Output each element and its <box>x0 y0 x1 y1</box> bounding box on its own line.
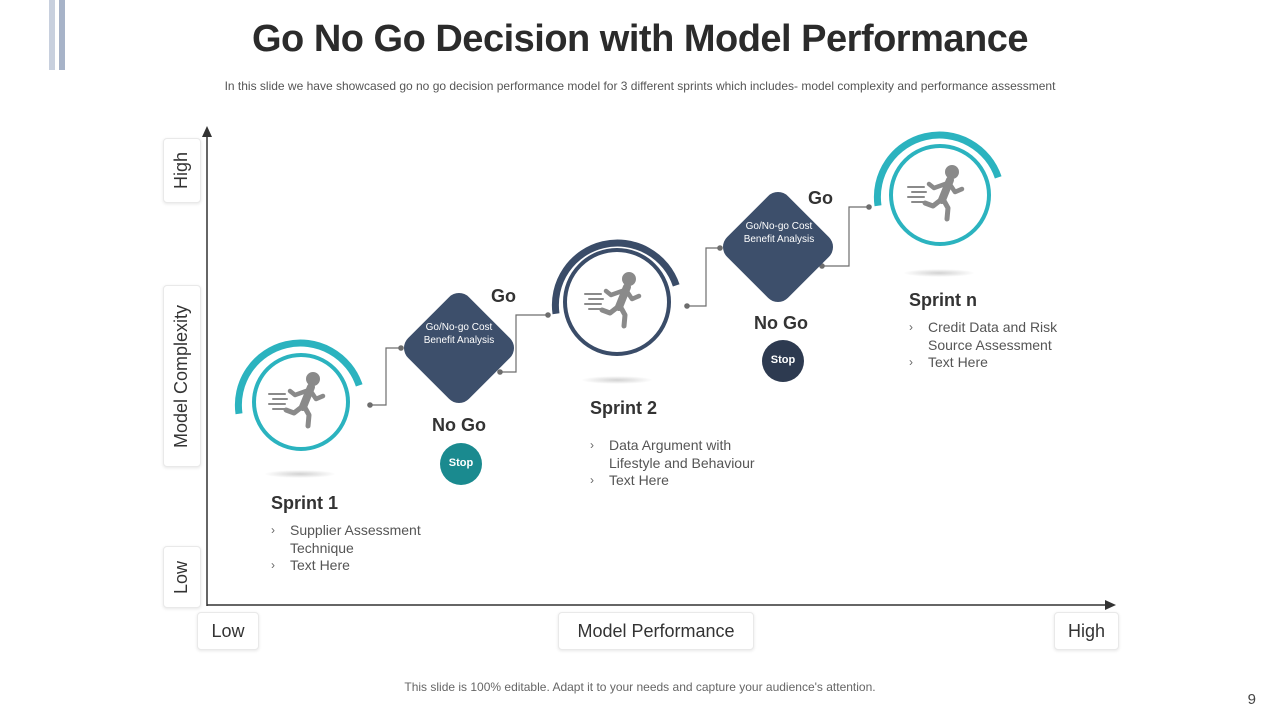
x-axis-title-box: Model Performance <box>558 612 754 650</box>
x-axis-low-label: Low <box>211 620 245 641</box>
bullet-item: › Text Here <box>271 557 461 575</box>
y-axis-low-box: Low <box>163 546 201 608</box>
chevron-right-icon: › <box>590 438 594 452</box>
axes <box>202 126 1116 610</box>
sprint-n-arc <box>873 131 1002 207</box>
stop-button-2: Stop <box>770 354 796 366</box>
slide-subtitle: In this slide we have showcased go no go… <box>224 79 1056 93</box>
x-axis-high-box: High <box>1054 612 1119 650</box>
sprint-2-arc <box>551 239 680 315</box>
bullet-text: Text Here <box>609 472 669 488</box>
bullet-text: Text Here <box>928 354 988 370</box>
slide-title: Go No Go Decision with Model Performance <box>252 18 1029 60</box>
bullet-item: › Data Argument with Lifestyle and Behavi… <box>590 437 780 472</box>
sprint-n-node <box>873 131 1002 277</box>
decision-1-diamond <box>403 292 515 404</box>
sprint-1-arc <box>234 339 363 415</box>
decor-bar-light <box>49 0 55 70</box>
connectors <box>370 206 869 406</box>
stop-circle-1 <box>440 443 482 485</box>
y-axis-title-box: Model Complexity <box>163 285 201 467</box>
decision-1-text: Go/No-go Cost Benefit Analysis <box>423 322 495 346</box>
chevron-right-icon: › <box>590 473 594 487</box>
connector-3 <box>687 247 720 307</box>
sprint-1-node <box>234 339 363 478</box>
bullet-item: › Credit Data and Risk Source Assessment <box>909 319 1099 354</box>
x-axis-low-box: Low <box>197 612 259 650</box>
bullet-item: › Text Here <box>590 472 780 490</box>
decision-1-nogo-label: No Go <box>432 415 486 435</box>
page-number: 9 <box>1247 691 1256 708</box>
stop-button-1: Stop <box>448 457 474 469</box>
connector-dots <box>367 204 872 408</box>
sprint-1-bullets: › Supplier Assessment Technique › Text Her… <box>271 522 461 575</box>
decision-2-text: Go/No-go Cost Benefit Analysis <box>743 221 815 245</box>
sprint-n-title: Sprint n <box>909 290 977 310</box>
chevron-right-icon: › <box>271 523 275 537</box>
chevron-right-icon: › <box>909 355 913 369</box>
connector-1 <box>370 347 401 406</box>
connector-4 <box>822 206 869 267</box>
chevron-right-icon: › <box>909 320 913 334</box>
bullet-text: Text Here <box>290 557 350 573</box>
connector-2 <box>500 314 548 373</box>
sprint-2-bullets: › Data Argument with Lifestyle and Behavi… <box>590 437 780 490</box>
sprint-n-bullets: › Credit Data and Risk Source Assessment … <box>909 319 1099 372</box>
bullet-item: › Supplier Assessment Technique <box>271 522 461 557</box>
x-axis-arrow <box>1105 600 1116 610</box>
stop-circle-2 <box>762 340 804 382</box>
slide-footer: This slide is 100% editable. Adapt it to… <box>404 680 876 694</box>
y-axis-high-box: High <box>163 138 201 203</box>
chevron-right-icon: › <box>271 558 275 572</box>
sprint-2-node <box>551 239 680 384</box>
bullet-text: Data Argument with Lifestyle and Behavio… <box>609 437 755 471</box>
x-axis-high-label: High <box>1067 620 1106 641</box>
decision-2-diamond <box>722 191 834 303</box>
bullet-text: Supplier Assessment Technique <box>290 522 421 556</box>
decor-bar-dark <box>59 0 65 70</box>
x-axis-title: Model Performance <box>577 620 735 641</box>
decision-2-go-label: Go <box>808 188 833 208</box>
y-axis-arrow <box>202 126 212 137</box>
sprint-1-title: Sprint 1 <box>271 493 339 513</box>
bullet-text: Credit Data and Risk Source Assessment <box>928 319 1058 353</box>
bullet-item: › Text Here <box>909 354 1099 372</box>
sprint-2-title: Sprint 2 <box>590 398 658 418</box>
decision-2-nogo-label: No Go <box>754 313 808 333</box>
decision-1-go-label: Go <box>491 286 516 306</box>
